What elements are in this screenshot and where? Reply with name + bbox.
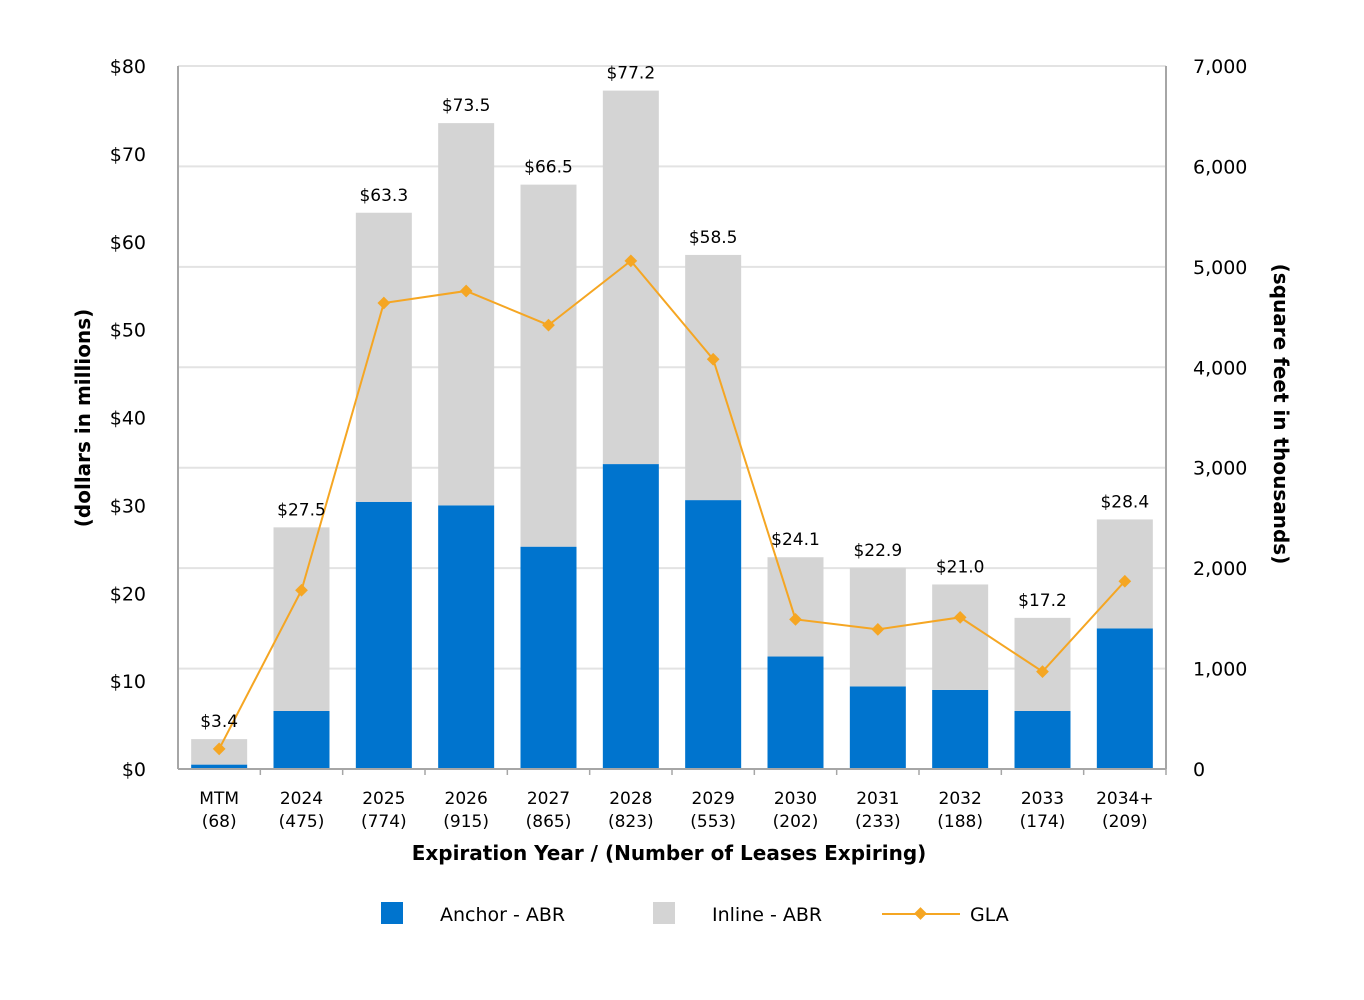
total-label: $73.5: [442, 96, 491, 116]
x-tick-count: (174): [1020, 812, 1066, 832]
total-label: $3.4: [200, 712, 238, 732]
bar-anchor: [932, 689, 989, 769]
right-tick-label: 7,000: [1193, 56, 1247, 78]
bar-inline: [273, 527, 330, 712]
x-tick-count: (823): [608, 812, 654, 832]
axes: [177, 66, 1167, 775]
total-label: $17.2: [1018, 591, 1067, 611]
total-label: $22.9: [853, 541, 902, 561]
total-label: $28.4: [1100, 492, 1149, 512]
left-tick-label: $50: [110, 320, 146, 342]
x-tick-count: (865): [526, 812, 572, 832]
x-tick-count: (68): [202, 812, 237, 832]
bar-anchor: [602, 464, 659, 769]
bar-anchor: [273, 711, 330, 769]
bar-anchor: [438, 505, 495, 769]
total-label: $24.1: [771, 530, 820, 550]
total-label: $66.5: [524, 158, 573, 178]
x-tick-count: (188): [937, 812, 983, 832]
bar-inline: [1096, 519, 1153, 629]
left-tick-label: $10: [110, 671, 146, 693]
bar-anchor: [1014, 711, 1071, 769]
bar-anchor: [685, 500, 742, 769]
labels: $3.4 MTM (68) $27.5 2024 (475) $63.3 2025 (774) $…: [110, 56, 1248, 832]
x-tick-count: (553): [690, 812, 736, 832]
x-tick-label: 2027: [527, 789, 570, 809]
bar-anchor: [1096, 628, 1153, 769]
x-tick-count: (915): [443, 812, 489, 832]
gla-point: [377, 296, 391, 310]
x-tick-label: 2030: [774, 789, 817, 809]
bar-anchor: [767, 656, 824, 769]
x-tick-count: (202): [773, 812, 819, 832]
right-tick-label: 0: [1193, 759, 1205, 781]
bar-anchor: [520, 546, 577, 769]
bar-inline: [438, 123, 495, 506]
x-tick-label: 2031: [856, 789, 899, 809]
x-tick-label: 2026: [445, 789, 488, 809]
x-tick-count: (475): [279, 812, 325, 832]
right-tick-label: 4,000: [1193, 357, 1247, 379]
bar-inline: [932, 584, 989, 690]
left-tick-label: $0: [122, 759, 146, 781]
left-axis-title: (dollars in millions): [71, 309, 95, 527]
gridlines: [178, 65, 1166, 670]
x-tick-label: 2032: [939, 789, 982, 809]
bar-anchor: [849, 686, 906, 769]
x-tick-label: 2028: [609, 789, 652, 809]
total-label: $77.2: [606, 64, 655, 84]
legend-label-anchor: Anchor - ABR: [440, 904, 565, 926]
left-tick-label: $70: [110, 144, 146, 166]
right-tick-label: 2,000: [1193, 558, 1247, 580]
gla-line-layer: [212, 254, 1132, 756]
bar-inline: [520, 184, 577, 547]
left-tick-label: $20: [110, 583, 146, 605]
x-tick-label: MTM: [199, 789, 239, 809]
gla-point: [459, 284, 473, 298]
right-axis-title: (square feet in thousands): [1269, 264, 1293, 565]
total-label: $63.3: [359, 186, 408, 206]
total-label: $27.5: [277, 500, 326, 520]
legend-label-gla: GLA: [970, 904, 1009, 926]
x-tick-label: 2034+: [1096, 789, 1154, 809]
x-tick-count: (209): [1102, 812, 1148, 832]
bar-anchor: [355, 501, 412, 769]
legend-swatch-inline: [653, 902, 675, 924]
right-tick-label: 1,000: [1193, 659, 1247, 681]
bar-inline: [1014, 617, 1071, 712]
legend-swatch-anchor: [381, 902, 403, 924]
x-tick-count: (233): [855, 812, 901, 832]
total-label: $58.5: [689, 228, 738, 248]
bar-inline: [685, 254, 742, 501]
x-axis-title: Expiration Year / (Number of Leases Expi…: [412, 841, 927, 865]
right-tick-label: 3,000: [1193, 458, 1247, 480]
right-tick-label: 5,000: [1193, 257, 1247, 279]
bar-inline: [602, 90, 659, 465]
bars: [191, 90, 1153, 769]
right-tick-label: 6,000: [1193, 156, 1247, 178]
bar-inline: [355, 212, 412, 502]
legend-marker-gla: [914, 907, 927, 920]
x-tick-label: 2029: [692, 789, 735, 809]
left-tick-label: $60: [110, 232, 146, 254]
gla-line: [218, 259, 1126, 750]
left-tick-label: $40: [110, 408, 146, 430]
x-tick-label: 2033: [1021, 789, 1064, 809]
left-tick-label: $30: [110, 495, 146, 517]
total-label: $21.0: [936, 557, 985, 577]
left-tick-label: $80: [110, 56, 146, 78]
x-tick-count: (774): [361, 812, 407, 832]
x-tick-label: 2024: [280, 789, 323, 809]
legend: Anchor - ABR Inline - ABR GLA: [381, 902, 1009, 926]
x-tick-label: 2025: [362, 789, 405, 809]
bar-anchor: [191, 764, 248, 769]
legend-label-inline: Inline - ABR: [712, 904, 822, 926]
bar-inline: [767, 557, 824, 657]
